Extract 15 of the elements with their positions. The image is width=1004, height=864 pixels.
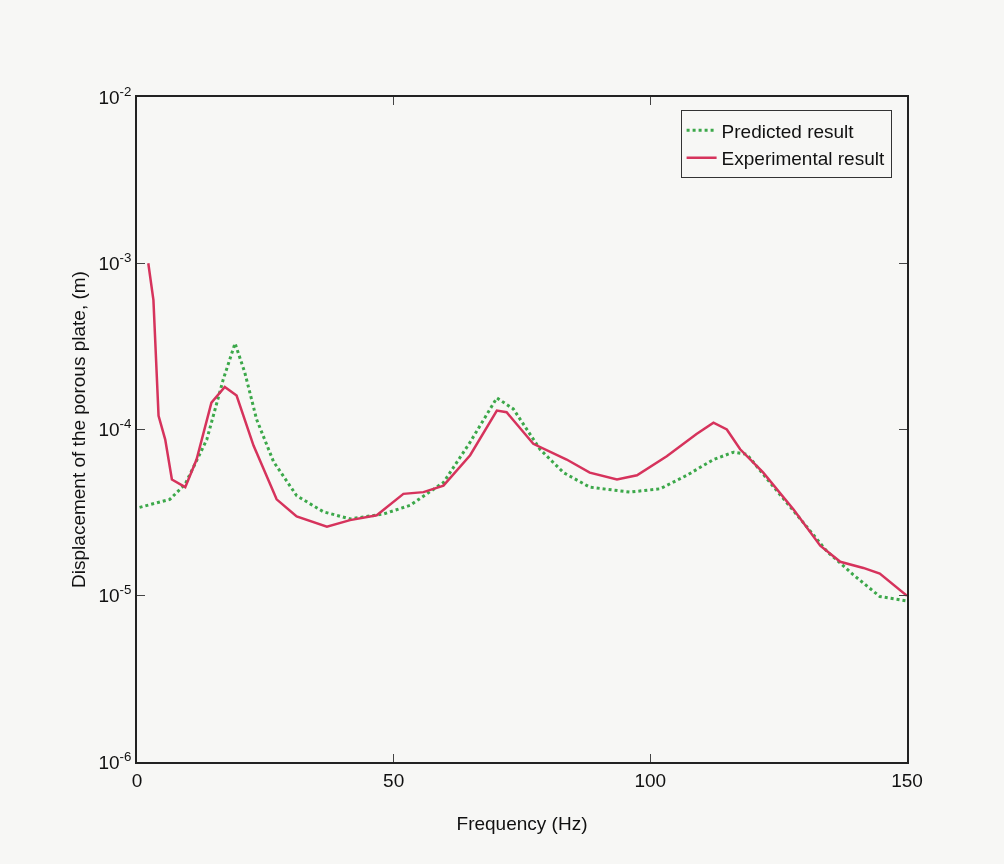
y-tick-label: 10$^{-4}$ xyxy=(98,416,132,441)
y-axis-title: Displacement of the porous plate, (m) xyxy=(67,271,89,588)
legend-label: Experimental result xyxy=(721,148,885,170)
x-tick-label: 50 xyxy=(383,769,405,791)
y-tick-label: 10$^{-3}$ xyxy=(98,249,132,274)
y-tick-label: 10$^{-5}$ xyxy=(98,582,132,607)
x-axis-title: Frequency (Hz) xyxy=(456,812,588,834)
x-tick-label: 150 xyxy=(891,769,923,791)
line-series xyxy=(147,262,907,597)
y-tick-label: 10$^{-6}$ xyxy=(98,748,132,773)
x-tick-label: 0 xyxy=(131,769,143,791)
line-series xyxy=(138,341,907,603)
legend-label: Predicted result xyxy=(721,120,855,142)
y-tick-label: 10$^{-2}$ xyxy=(98,83,132,108)
x-tick-label: 100 xyxy=(634,769,667,791)
